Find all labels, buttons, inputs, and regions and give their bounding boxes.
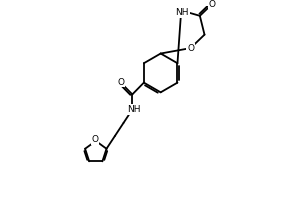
Text: NH: NH xyxy=(176,8,189,17)
Text: O: O xyxy=(91,135,98,144)
Text: O: O xyxy=(208,0,215,9)
Text: O: O xyxy=(187,44,194,53)
Text: NH: NH xyxy=(127,105,141,114)
Text: O: O xyxy=(117,78,124,87)
